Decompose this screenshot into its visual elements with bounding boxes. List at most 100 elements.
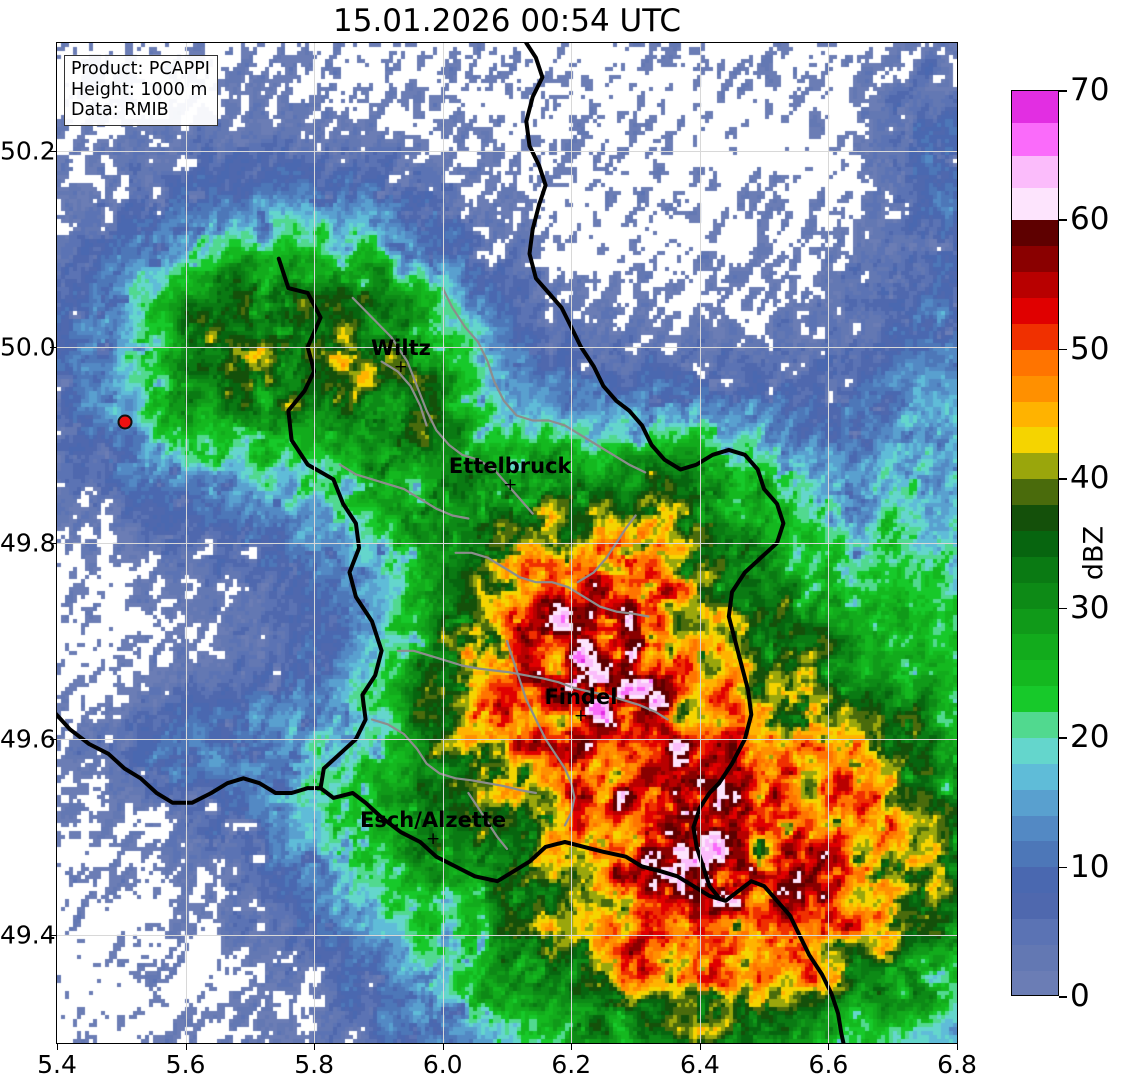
y-axis-tick (50, 935, 56, 937)
admin-boundary-6 (370, 718, 537, 795)
y-axis-tick-label: 50.2 (0, 136, 56, 166)
x-axis-tick (699, 1044, 701, 1050)
colorbar-band (1012, 349, 1058, 376)
x-axis-tick (314, 1044, 316, 1050)
x-axis-tick (957, 1044, 958, 1050)
x-axis-tick (442, 1044, 444, 1050)
gridline-horizontal (57, 346, 957, 348)
info-data-line: Data: RMIB (71, 100, 169, 120)
y-axis-tick (50, 739, 56, 741)
colorbar-band (1012, 686, 1058, 712)
colorbar-tick-label: 10 (1070, 848, 1110, 885)
gridline-horizontal (57, 543, 957, 544)
colorbar-band (1012, 867, 1058, 894)
colorbar-band (1012, 970, 1058, 995)
admin-boundary-7 (505, 639, 576, 827)
x-axis-tick-label: 6.8 (937, 1050, 977, 1079)
colorbar-tick (1059, 219, 1067, 221)
colorbar-band (1012, 91, 1058, 124)
colorbar-tick (1059, 90, 1067, 92)
colorbar-band (1012, 188, 1058, 221)
colorbar-band (1012, 841, 1058, 868)
page-title: 15.01.2026 00:54 UTC (333, 3, 681, 39)
colorbar-band (1012, 246, 1058, 273)
colorbar-band (1012, 375, 1058, 402)
colorbar[interactable] (1011, 90, 1059, 996)
radar-plot-area[interactable]: Wiltz + Ettelbruck + Findel + Esch/Alzette + (56, 42, 958, 1044)
colorbar-band (1012, 479, 1058, 505)
colorbar-band (1012, 763, 1058, 790)
x-axis-tick-label: 5.4 (37, 1050, 77, 1079)
admin-boundary-9 (576, 514, 637, 584)
info-height-line: Height: 1000 m (71, 79, 208, 100)
colorbar-band (1012, 427, 1058, 454)
colorbar-tick (1059, 348, 1067, 351)
y-axis-tick-label: 49.8 (0, 528, 56, 558)
y-axis-tick (50, 346, 56, 348)
colorbar-band (1012, 737, 1058, 764)
colorbar-band (1012, 944, 1058, 971)
colorbar-band (1012, 530, 1058, 557)
gridline-horizontal (57, 150, 957, 152)
product-info-box: Product: PCAPPI Height: 1000 m Data: RMI… (64, 55, 218, 126)
colorbar-band (1012, 815, 1058, 842)
y-axis-tick-label: 49.6 (0, 724, 56, 754)
info-product-line: Product: PCAPPI (71, 59, 210, 79)
colorbar-band (1012, 919, 1058, 945)
colorbar-tick (1059, 478, 1067, 480)
colorbar-axis-label: dBZ (1078, 525, 1110, 581)
colorbar-gradient (1011, 90, 1059, 996)
y-axis-tick (50, 150, 56, 152)
x-axis-tick (57, 1044, 58, 1050)
colorbar-band (1012, 505, 1058, 531)
colorbar-tick (1059, 866, 1067, 869)
x-axis-tick (571, 1044, 573, 1050)
admin-boundary-4 (454, 551, 650, 618)
national-border-belgium-france (57, 712, 323, 805)
x-axis-tick-label: 6.6 (808, 1050, 849, 1079)
y-axis-tick-label: 49.4 (0, 920, 56, 950)
radar-station-marker[interactable] (117, 414, 132, 430)
colorbar-tick-label: 50 (1070, 330, 1110, 367)
x-axis-tick-label: 6.2 (551, 1050, 592, 1079)
x-axis-tick-label: 5.6 (165, 1050, 206, 1079)
colorbar-tick-label: 0 (1070, 978, 1090, 1014)
colorbar-band (1012, 634, 1058, 661)
colorbar-band (1012, 453, 1058, 480)
national-border-luxembourg-west (276, 256, 846, 1043)
colorbar-band (1012, 582, 1058, 609)
gridline-horizontal (57, 935, 957, 937)
colorbar-band (1012, 272, 1058, 298)
y-axis-tick-label: 50.0 (0, 332, 56, 362)
admin-boundary-2 (441, 287, 647, 474)
colorbar-band (1012, 789, 1058, 816)
colorbar-tick (1059, 737, 1067, 739)
y-axis-tick (50, 543, 56, 544)
colorbar-band (1012, 712, 1058, 738)
admin-boundary-3 (338, 463, 470, 520)
colorbar-band (1012, 660, 1058, 687)
admin-boundary-8 (467, 791, 509, 851)
x-axis-tick-label: 6.4 (679, 1050, 720, 1079)
colorbar-band (1012, 401, 1058, 428)
x-axis-tick-label: 5.8 (294, 1050, 335, 1079)
colorbar-tick (1059, 996, 1067, 998)
colorbar-tick-label: 40 (1070, 460, 1110, 497)
colorbar-tick (1059, 607, 1067, 610)
colorbar-tick-label: 60 (1070, 201, 1110, 238)
colorbar-tick-label: 30 (1070, 589, 1110, 626)
colorbar-tick-label: 70 (1070, 72, 1110, 108)
colorbar-band (1012, 220, 1058, 247)
x-axis-tick-label: 6.0 (422, 1050, 463, 1079)
x-axis-tick (828, 1044, 830, 1050)
colorbar-band (1012, 155, 1058, 189)
colorbar-tick-label: 20 (1070, 719, 1110, 756)
colorbar-band (1012, 556, 1058, 583)
gridline-horizontal (57, 739, 957, 741)
colorbar-band (1012, 893, 1058, 919)
colorbar-band (1012, 123, 1058, 156)
admin-boundary-5 (396, 649, 669, 721)
admin-boundary-1 (351, 296, 534, 515)
colorbar-band (1012, 323, 1058, 350)
